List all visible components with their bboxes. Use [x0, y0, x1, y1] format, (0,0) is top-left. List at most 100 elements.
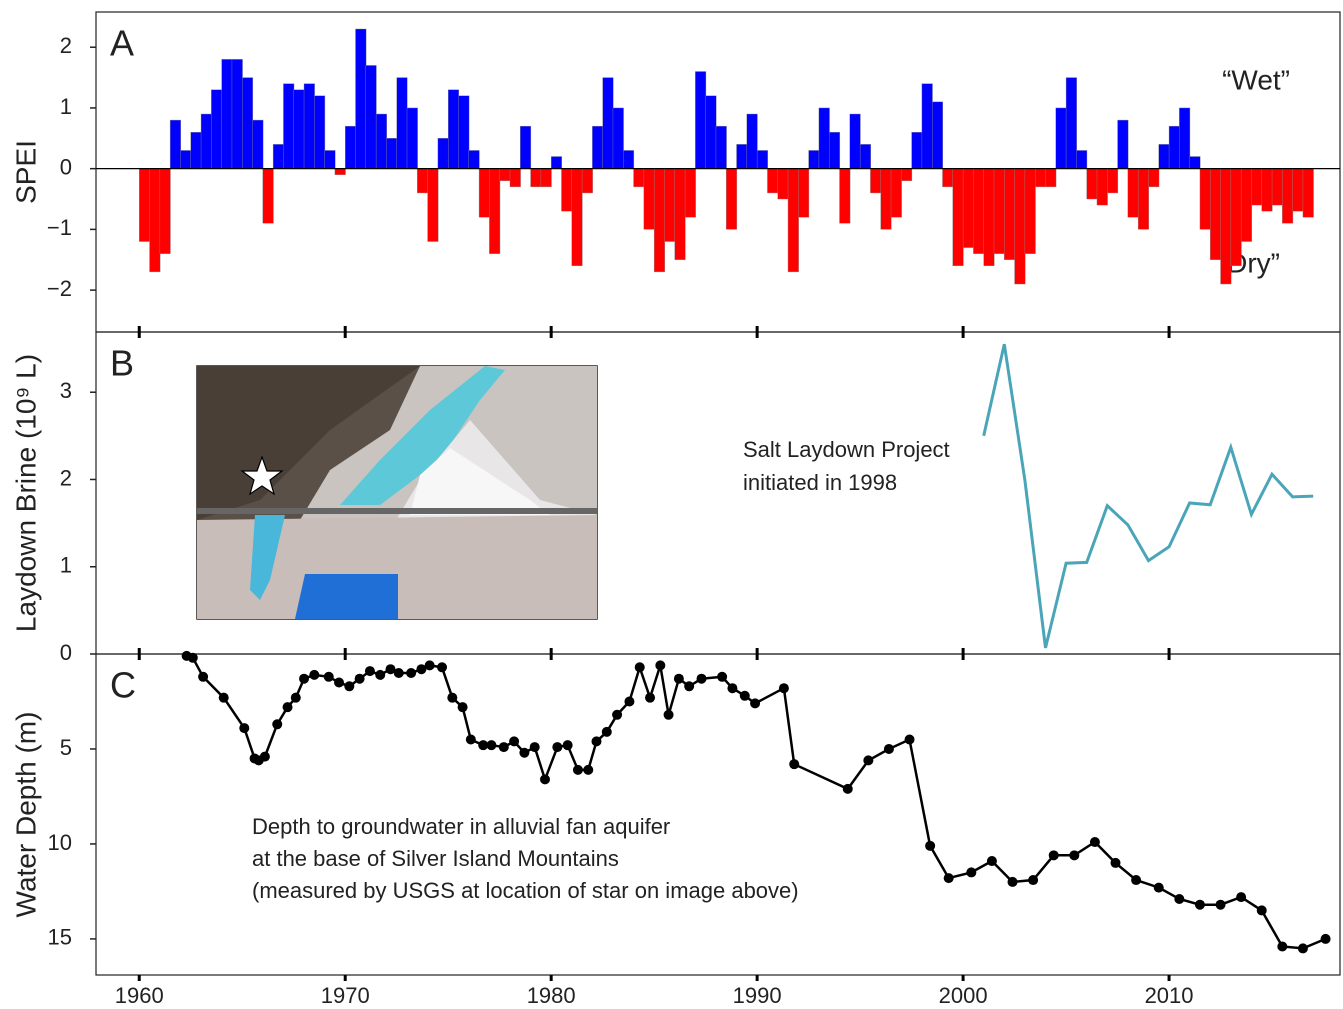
y-tick-label: 1	[60, 94, 72, 119]
data-point	[1216, 900, 1226, 910]
bar	[170, 120, 181, 169]
data-point	[188, 653, 198, 663]
data-point	[291, 693, 301, 703]
bar	[438, 138, 449, 168]
bar	[685, 169, 696, 218]
bar	[551, 157, 562, 169]
bar	[1138, 169, 1149, 230]
data-point	[394, 668, 404, 678]
bar	[407, 108, 418, 169]
data-point	[1154, 883, 1164, 893]
data-point	[447, 693, 457, 703]
bar	[840, 169, 851, 224]
bar	[994, 169, 1005, 254]
bar	[1107, 169, 1118, 193]
bar	[376, 114, 387, 169]
bar	[448, 90, 459, 169]
annotation: initiated in 1998	[743, 470, 897, 495]
bar	[623, 150, 634, 168]
bar	[191, 132, 202, 168]
bar	[1128, 169, 1139, 218]
y-tick-label: 2	[60, 465, 72, 490]
bar	[726, 169, 737, 230]
bar	[1159, 144, 1170, 168]
panel-label: A	[110, 23, 134, 64]
data-point	[334, 677, 344, 687]
x-tick-label: 1980	[527, 983, 576, 1008]
bar	[356, 29, 367, 169]
data-point	[573, 765, 583, 775]
bar	[1015, 169, 1026, 284]
bar	[242, 78, 253, 169]
data-point	[283, 702, 293, 712]
bar	[901, 169, 912, 181]
data-point	[789, 759, 799, 769]
bar	[222, 59, 233, 168]
bar	[1179, 108, 1190, 169]
bar	[1148, 169, 1159, 187]
data-point	[309, 670, 319, 680]
bar	[1221, 169, 1232, 284]
annotation: (measured by USGS at location of star on…	[252, 878, 799, 903]
bar	[664, 169, 675, 242]
data-point	[458, 702, 468, 712]
data-point	[727, 683, 737, 693]
data-point	[552, 742, 562, 752]
annotation: Depth to groundwater in alluvial fan aqu…	[252, 814, 670, 839]
bar	[1045, 169, 1056, 187]
data-point	[944, 873, 954, 883]
bar	[253, 120, 264, 169]
data-point	[697, 674, 707, 684]
data-point	[540, 774, 550, 784]
bar	[963, 169, 974, 248]
data-point	[843, 784, 853, 794]
y-tick-label: 0	[60, 154, 72, 179]
bar	[1282, 169, 1293, 224]
data-point	[987, 856, 997, 866]
bar	[1087, 169, 1098, 199]
bar	[798, 169, 809, 218]
bar	[1272, 169, 1283, 205]
data-point	[1236, 892, 1246, 902]
bar	[139, 169, 150, 242]
bar	[912, 132, 923, 168]
bar	[767, 169, 778, 193]
data-point	[1090, 837, 1100, 847]
bar	[531, 169, 542, 187]
bar	[1004, 169, 1015, 260]
data-point	[344, 681, 354, 691]
bar	[1097, 169, 1108, 205]
data-point	[624, 696, 634, 706]
data-point	[272, 719, 282, 729]
x-tick-label: 2010	[1145, 983, 1194, 1008]
bar	[809, 150, 820, 168]
bar	[695, 72, 706, 169]
bar	[1200, 169, 1211, 230]
data-point	[750, 698, 760, 708]
y-tick-label: 10	[48, 830, 72, 855]
bar	[973, 169, 984, 254]
bar	[325, 150, 336, 168]
y-tick-label: −2	[47, 276, 72, 301]
bar	[675, 169, 686, 260]
bar	[386, 138, 397, 168]
bar	[273, 144, 284, 168]
data-point	[466, 734, 476, 744]
bar	[500, 169, 511, 181]
data-point	[717, 672, 727, 682]
data-point	[1028, 875, 1038, 885]
data-point	[635, 662, 645, 672]
data-point	[425, 660, 435, 670]
annotation: Salt Laydown Project	[743, 437, 950, 462]
y-tick-label: −1	[47, 215, 72, 240]
bar	[582, 169, 593, 193]
bar	[561, 169, 572, 212]
data-point	[1111, 858, 1121, 868]
data-point	[1049, 850, 1059, 860]
bar	[592, 126, 603, 169]
y-axis-label: Water Depth (m)	[10, 712, 41, 918]
x-tick-label: 1960	[115, 983, 164, 1008]
bar	[1118, 120, 1129, 169]
bar	[469, 150, 480, 168]
data-point	[1321, 934, 1331, 944]
